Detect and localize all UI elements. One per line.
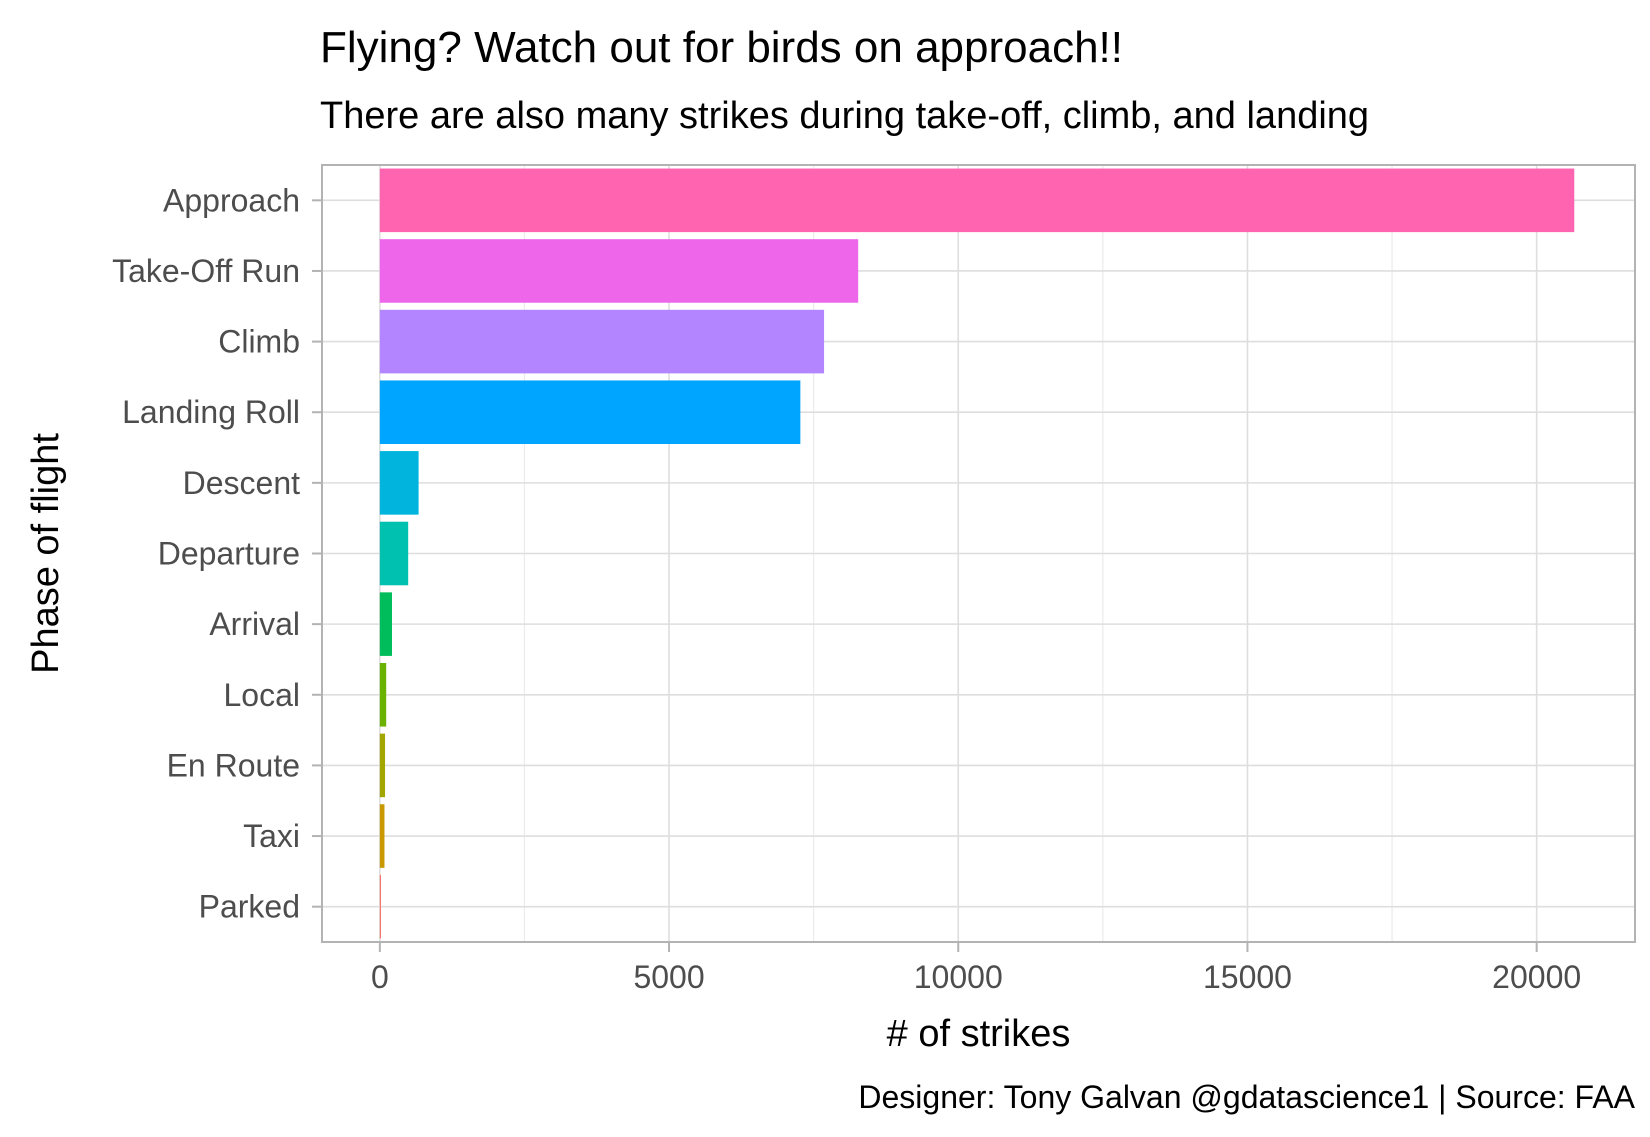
y-axis-title: Phase of flight bbox=[25, 433, 67, 674]
bar-landing-roll bbox=[379, 380, 801, 445]
bar-descent bbox=[379, 451, 419, 515]
y-tick-label: Take-Off Run bbox=[112, 253, 300, 289]
bar-arrival bbox=[379, 592, 392, 656]
y-tick-label: Local bbox=[224, 677, 301, 713]
y-tick-label: En Route bbox=[167, 747, 300, 783]
bar-approach bbox=[379, 168, 1575, 233]
y-axis: Approach Take-Off Run Climb Landing Roll Des… bbox=[112, 182, 322, 925]
bars bbox=[379, 168, 1575, 939]
bar-en-route bbox=[379, 733, 386, 798]
y-tick-label: Approach bbox=[163, 182, 300, 218]
bar-taxi bbox=[379, 804, 385, 868]
bar-local bbox=[379, 662, 387, 727]
bar-departure bbox=[379, 521, 409, 586]
x-tick-label: 20000 bbox=[1492, 959, 1581, 995]
chart-title: Flying? Watch out for birds on approach!… bbox=[320, 23, 1123, 72]
x-axis: 0 5000 10000 15000 20000 bbox=[371, 942, 1581, 995]
x-tick-label: 10000 bbox=[914, 959, 1003, 995]
y-tick-label: Landing Roll bbox=[122, 394, 300, 430]
bar-parked bbox=[379, 874, 381, 939]
chart-subtitle: There are also many strikes during take-… bbox=[320, 95, 1369, 137]
y-tick-label: Parked bbox=[199, 889, 300, 925]
y-tick-label: Departure bbox=[158, 536, 300, 572]
y-tick-label: Climb bbox=[218, 324, 300, 360]
x-tick-label: 5000 bbox=[633, 959, 704, 995]
y-tick-label: Arrival bbox=[209, 606, 300, 642]
y-tick-label: Descent bbox=[183, 465, 301, 501]
x-tick-label: 0 bbox=[371, 959, 389, 995]
x-axis-title: # of strikes bbox=[887, 1013, 1071, 1055]
bar-climb bbox=[379, 309, 825, 374]
x-tick-label: 15000 bbox=[1203, 959, 1292, 995]
y-tick-label: Taxi bbox=[243, 818, 300, 854]
bar-take-off-run bbox=[379, 239, 859, 303]
chart-caption: Designer: Tony Galvan @gdatascience1 | S… bbox=[858, 1079, 1635, 1115]
